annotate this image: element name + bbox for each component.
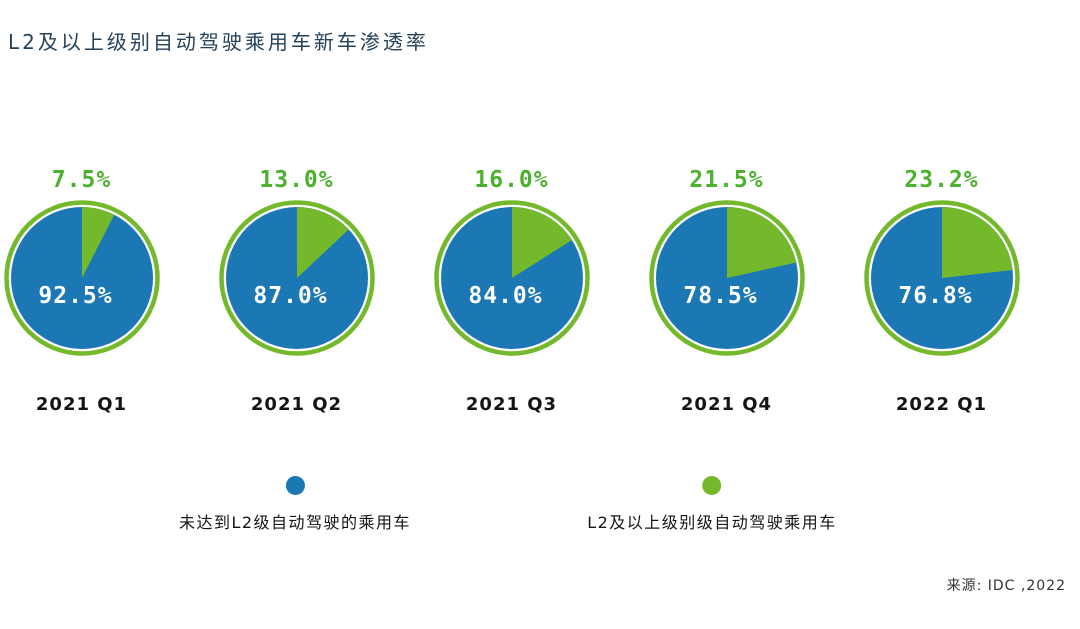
pie-charts-row: 7.5% 92.5% 2021 Q1 13.0% 87.0% 2021 Q2 1… <box>0 166 1050 415</box>
quarter-label: 2021 Q2 <box>250 394 343 415</box>
green-share-label: 21.5% <box>689 167 764 193</box>
blue-share-label: 76.8% <box>898 282 973 309</box>
green-share-label: 16.0% <box>474 167 549 193</box>
blue-share-label: 84.0% <box>468 282 543 309</box>
pie-svg <box>3 200 160 356</box>
pie-chart: 87.0% <box>217 198 377 358</box>
pie-group-2021q3: 16.0% 84.0% 2021 Q3 <box>404 166 619 415</box>
pie-svg <box>863 200 1020 356</box>
pie-svg <box>648 200 805 356</box>
green-share-label: 23.2% <box>904 167 979 193</box>
blue-share-label: 87.0% <box>253 282 328 309</box>
quarter-label: 2022 Q1 <box>895 394 988 415</box>
blue-share-label: 78.5% <box>683 282 758 309</box>
pie-chart: 84.0% <box>432 198 592 358</box>
legend-dot-green <box>702 476 722 495</box>
pie-group-2022q1: 23.2% 76.8% 2022 Q1 <box>834 166 1049 415</box>
pie-group-2021q4: 21.5% 78.5% 2021 Q4 <box>619 166 834 415</box>
green-share-label: 7.5% <box>51 167 112 193</box>
pie-group-2021q2: 13.0% 87.0% 2021 Q2 <box>189 166 404 415</box>
quarter-label: 2021 Q1 <box>35 394 128 415</box>
green-share-label: 13.0% <box>259 167 334 193</box>
legend-item-green: L2及以上级别级自动驾驶乘用车 <box>587 476 837 533</box>
pie-svg <box>218 200 375 356</box>
legend-dot-blue <box>285 476 305 495</box>
legend-label-blue: 未达到L2级自动驾驶的乘用车 <box>178 513 412 532</box>
quarter-label: 2021 Q3 <box>465 394 558 415</box>
legend-item-blue: 未达到L2级自动驾驶的乘用车 <box>179 476 411 533</box>
blue-share-label: 92.5% <box>38 282 113 309</box>
page-title: L2及以上级别自动驾驶乘用车新车渗透率 <box>8 30 429 54</box>
legend-label-green: L2及以上级别级自动驾驶乘用车 <box>587 513 837 532</box>
source-attribution: 来源: IDC ,2022 <box>946 578 1066 594</box>
pie-group-2021q1: 7.5% 92.5% 2021 Q1 <box>0 166 189 415</box>
pie-chart: 92.5% <box>2 198 162 358</box>
pie-chart: 76.8% <box>862 198 1022 358</box>
quarter-label: 2021 Q4 <box>680 394 773 415</box>
pie-svg <box>433 200 590 356</box>
pie-chart: 78.5% <box>647 198 807 358</box>
